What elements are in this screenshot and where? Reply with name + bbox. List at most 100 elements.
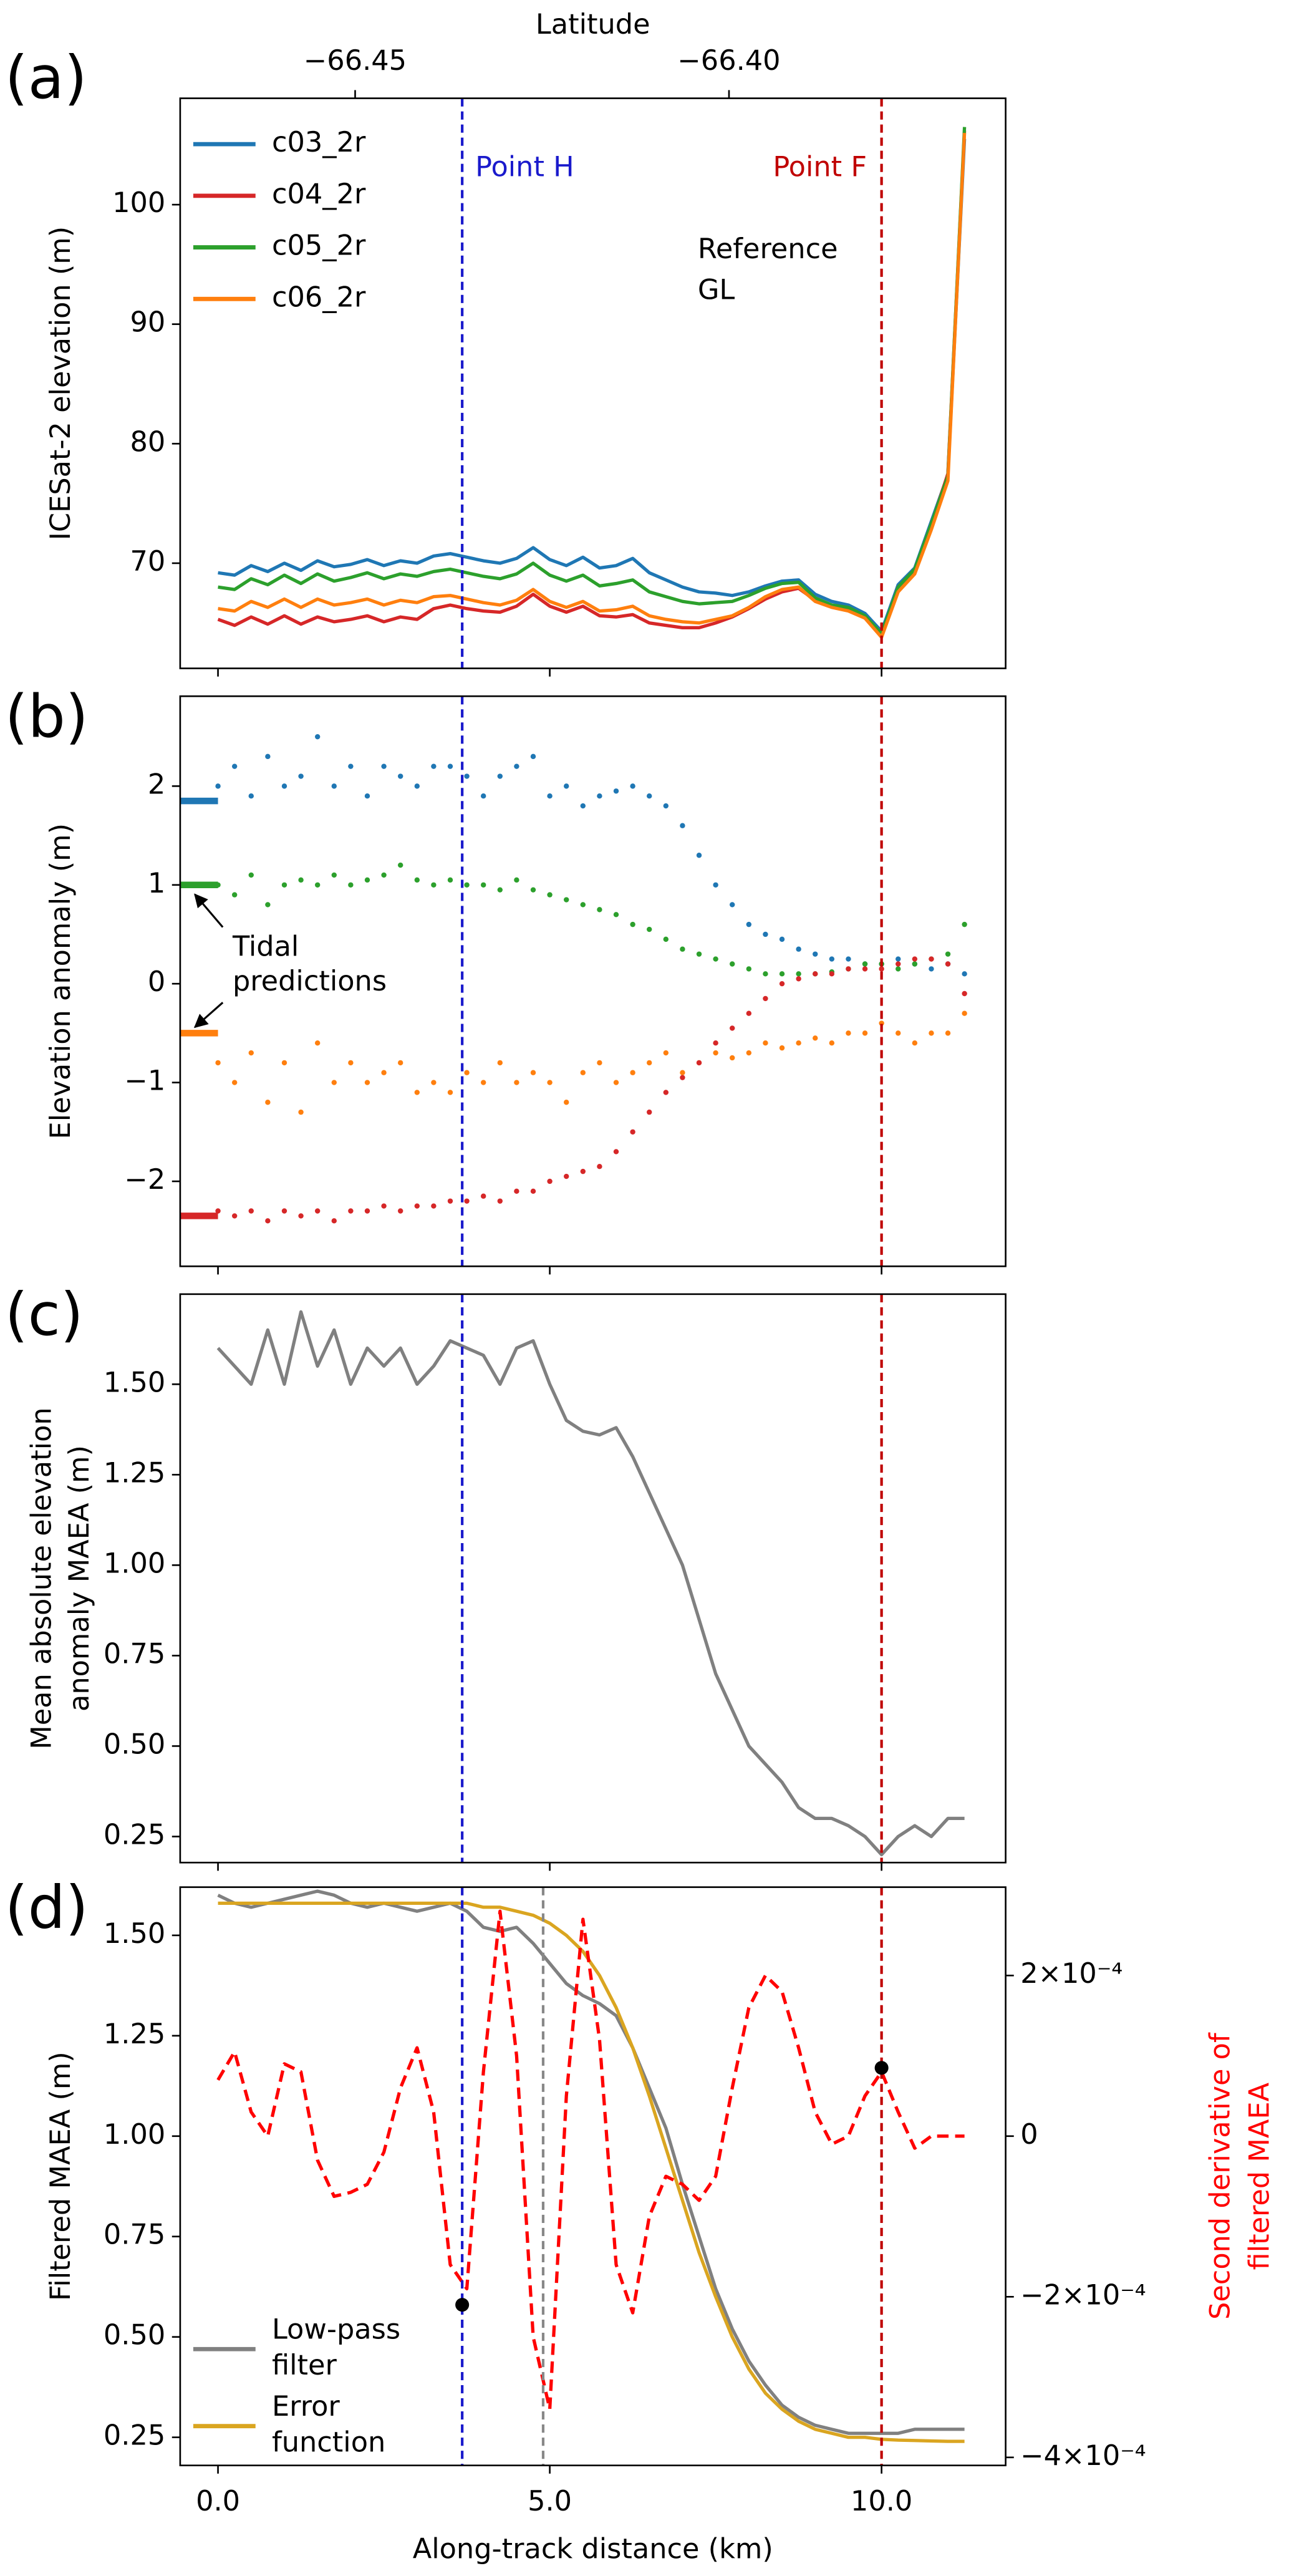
data-point <box>647 1109 652 1115</box>
data-point <box>530 753 536 760</box>
data-point <box>431 882 437 888</box>
x-tick-label: 0.0 <box>196 2485 240 2517</box>
y2-tick-label: −2×10⁻⁴ <box>1020 2278 1146 2311</box>
x-tick-label: 10.0 <box>851 2485 912 2517</box>
data-point <box>447 1198 453 1204</box>
data-point <box>713 1050 718 1056</box>
data-point <box>547 793 553 799</box>
data-point <box>730 1055 735 1061</box>
data-point <box>779 936 785 942</box>
data-point <box>397 1060 403 1066</box>
legend-label: c05_2r <box>272 230 366 262</box>
data-point <box>912 956 918 962</box>
data-point <box>564 897 569 903</box>
data-point <box>696 1060 702 1066</box>
data-point <box>331 1080 337 1085</box>
data-point <box>730 961 735 967</box>
y2-tick-label: 2×10⁻⁴ <box>1020 1957 1122 1990</box>
data-point <box>348 763 354 769</box>
data-point <box>381 872 387 878</box>
data-point <box>630 921 635 927</box>
data-point <box>314 1208 321 1214</box>
y2-tick-label: 0 <box>1020 2118 1038 2151</box>
series-line <box>217 1889 965 2435</box>
reference-label: Point F <box>773 151 867 183</box>
data-point <box>397 1208 403 1214</box>
data-point <box>696 951 702 957</box>
y2-axis-label: filtered MAEA <box>1243 2082 1275 2270</box>
legend-label: Low-pass <box>272 2313 400 2345</box>
data-point <box>796 976 801 982</box>
data-point <box>896 961 901 967</box>
data-point <box>962 971 967 977</box>
y-tick-label: 1.00 <box>104 2118 165 2151</box>
data-point <box>265 1218 271 1224</box>
data-point <box>447 763 453 769</box>
data-point <box>763 971 768 977</box>
data-point <box>962 990 967 997</box>
data-point <box>912 961 918 967</box>
data-point <box>547 892 553 898</box>
data-point <box>464 1198 470 1204</box>
y-tick-label: 0.25 <box>104 2419 165 2452</box>
panel-label: (a) <box>5 44 87 112</box>
data-point <box>331 872 337 878</box>
y-tick-label: 2 <box>148 768 165 800</box>
axes-frame <box>179 97 1007 669</box>
y-tick-label: 0.25 <box>104 1818 165 1851</box>
data-point <box>779 981 785 987</box>
axes-frame <box>179 695 1007 1267</box>
axes-frame <box>179 1293 1007 1864</box>
data-point <box>746 1010 752 1016</box>
data-point <box>215 1208 221 1214</box>
data-point <box>613 912 619 918</box>
data-point <box>862 961 868 967</box>
data-point <box>314 882 321 888</box>
data-point <box>945 961 951 967</box>
data-point <box>547 1080 553 1085</box>
y-axis-label: anomaly MAEA (m) <box>63 1445 95 1712</box>
y-axis-label: Filtered MAEA (m) <box>44 2051 77 2301</box>
x2-tick-label: −66.45 <box>304 44 407 77</box>
data-point <box>364 1080 370 1085</box>
data-point <box>663 936 669 942</box>
data-point <box>497 1060 503 1066</box>
series-line <box>218 133 967 639</box>
data-point <box>597 1164 602 1169</box>
data-point <box>597 1060 602 1066</box>
data-point <box>680 1075 685 1080</box>
data-point <box>647 1060 652 1066</box>
data-point <box>929 1030 934 1036</box>
legend-label: c06_2r <box>272 281 366 313</box>
data-point <box>514 763 519 769</box>
data-point <box>381 1203 387 1209</box>
data-point <box>613 788 619 794</box>
x2-tick-label: −66.40 <box>677 44 780 77</box>
data-point <box>580 902 586 908</box>
data-point <box>896 966 901 972</box>
data-point <box>564 783 569 789</box>
plot-area <box>217 127 967 639</box>
legend-label: function <box>272 2426 385 2459</box>
y-tick-label: 1.25 <box>104 1456 165 1489</box>
data-point <box>580 803 586 809</box>
series-line <box>218 127 967 636</box>
data-point <box>314 1040 321 1046</box>
y-tick-label: 0.75 <box>104 1637 165 1670</box>
data-point <box>397 773 403 779</box>
legend-label: Error <box>272 2390 340 2423</box>
data-point <box>348 1060 354 1066</box>
data-point <box>813 1035 818 1041</box>
data-point <box>530 1188 536 1194</box>
data-point <box>630 1129 635 1135</box>
arrow <box>193 1002 224 1029</box>
data-point <box>962 1010 967 1016</box>
data-point <box>431 1080 437 1085</box>
y2-tick-label: −4×10⁻⁴ <box>1020 2439 1146 2472</box>
y2-axis-label: Second derivative of <box>1204 2032 1236 2320</box>
series-line <box>218 138 967 633</box>
data-point <box>663 1050 669 1056</box>
data-point <box>530 887 536 893</box>
data-point <box>431 1203 437 1209</box>
